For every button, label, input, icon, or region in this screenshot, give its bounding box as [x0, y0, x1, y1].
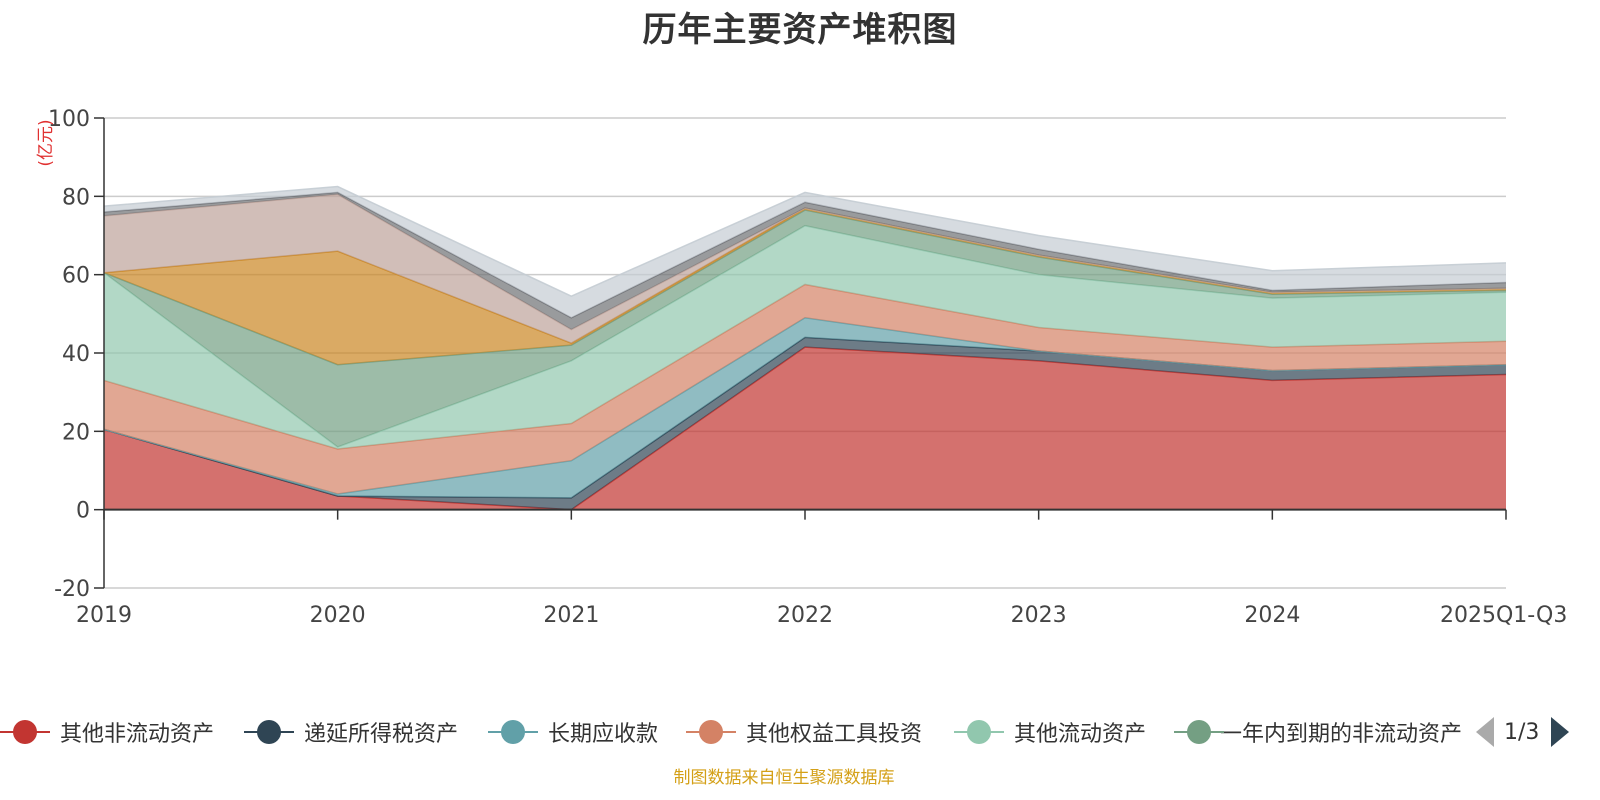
- legend-dot: [699, 720, 723, 744]
- legend-marker-icon: [0, 719, 50, 745]
- x-tick-label: 2025Q1-Q3: [1440, 603, 1567, 628]
- y-tick-label: 100: [48, 107, 90, 132]
- legend-next-page-icon[interactable]: [1551, 717, 1570, 747]
- legend-label: 其他流动资产: [1014, 722, 1147, 747]
- legend-item-other-noncurrent-assets[interactable]: 其他非流动资产: [0, 714, 214, 750]
- legend-label: 其他权益工具投资: [746, 722, 923, 747]
- legend-label: 其他非流动资产: [60, 722, 215, 747]
- legend-label: 递延所得税资产: [304, 722, 459, 747]
- x-tick-label: 2020: [310, 603, 366, 628]
- x-tick-label: 2021: [543, 603, 599, 628]
- x-tick-label: 2023: [1011, 603, 1067, 628]
- y-tick-label: -20: [54, 577, 90, 602]
- area-series-7: [104, 194, 1506, 344]
- area-series-3: [104, 284, 1506, 494]
- legend-marker-icon: [686, 719, 736, 745]
- legend-dot: [1187, 720, 1211, 744]
- legend-dot: [13, 720, 37, 744]
- legend-item-other-equity-investments[interactable]: 其他权益工具投资: [686, 714, 922, 750]
- area-series-6: [104, 208, 1506, 365]
- legend-item-deferred-tax-assets[interactable]: 递延所得税资产: [244, 714, 458, 750]
- area-layer: [103, 185, 1507, 511]
- x-tick-label: 2019: [76, 603, 132, 628]
- area-series-0: [104, 347, 1506, 510]
- legend: 其他非流动资产 递延所得税资产 长期应收款 其他权益工具投资 其他流动资产: [0, 714, 1600, 750]
- legend-dot: [257, 720, 281, 744]
- y-tick-label: 80: [62, 185, 90, 210]
- legend-pager: 1/3: [1476, 714, 1570, 750]
- x-tick-label: 2022: [777, 603, 833, 628]
- legend-dot: [967, 720, 991, 744]
- legend-label: 长期应收款: [548, 722, 659, 747]
- legend-dot: [501, 720, 525, 744]
- legend-item-current-portion-noncurrent-assets[interactable]: 一年内到期的非流动资产: [1174, 714, 1462, 750]
- legend-marker-icon: [488, 719, 538, 745]
- source-note: 制图数据来自恒生聚源数据库: [673, 768, 895, 788]
- legend-marker-icon: [954, 719, 1004, 745]
- y-tick-label: 60: [62, 264, 90, 289]
- chart-title: 历年主要资产堆积图: [642, 10, 958, 50]
- x-tick-label: 2024: [1244, 603, 1300, 628]
- legend-marker-icon: [1174, 719, 1224, 745]
- legend-page-indicator: 1/3: [1504, 719, 1540, 745]
- legend-marker-icon: [244, 719, 294, 745]
- y-axis-unit-label: (亿元): [36, 119, 56, 166]
- y-tick-label: 0: [76, 499, 90, 524]
- y-tick-label: 20: [62, 420, 90, 445]
- line-series-9: [103, 185, 1507, 298]
- legend-item-long-term-receivables[interactable]: 长期应收款: [488, 714, 658, 750]
- y-tick-label: 40: [62, 342, 90, 367]
- legend-prev-page-icon[interactable]: [1476, 717, 1494, 747]
- area-series-5: [104, 210, 1506, 447]
- legend-item-other-current-assets[interactable]: 其他流动资产: [954, 714, 1146, 750]
- area-series-9: [104, 186, 1506, 318]
- area-series-4: [104, 225, 1506, 449]
- legend-label: 一年内到期的非流动资产: [1219, 722, 1462, 747]
